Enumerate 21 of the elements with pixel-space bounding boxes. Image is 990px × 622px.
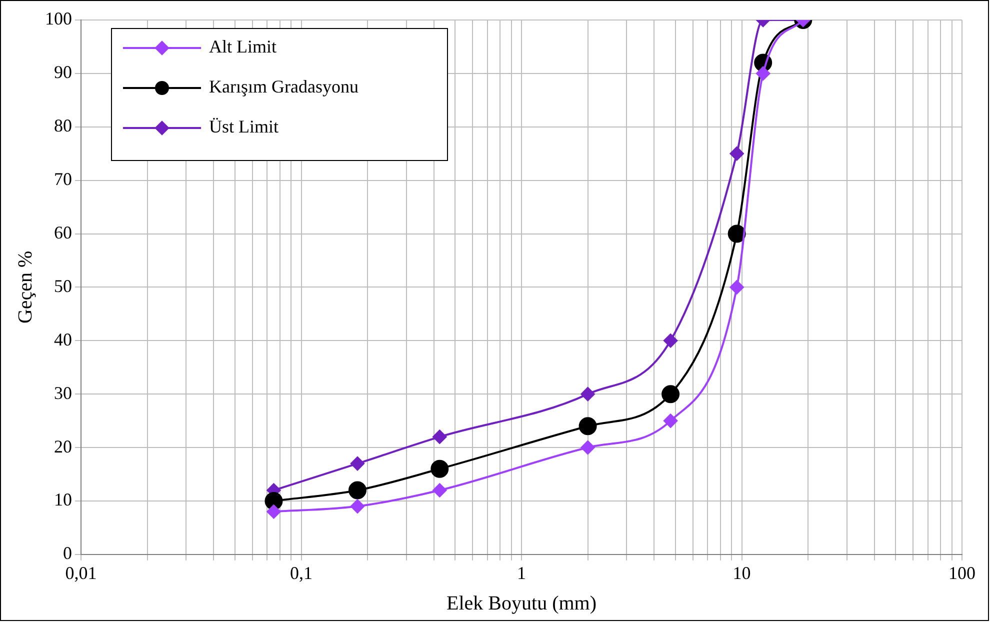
x-tick-label: 10 [732, 562, 751, 583]
legend-label: Üst Limit [209, 116, 279, 137]
y-tick-label: 50 [54, 276, 72, 296]
x-axis-title: Elek Boyutu (mm) [446, 592, 596, 614]
legend-label: Alt Limit [209, 36, 276, 57]
y-tick-label: 0 [63, 543, 72, 564]
y-axis-title: Geçen % [14, 250, 36, 324]
y-tick-label: 90 [54, 62, 72, 82]
y-tick-label: 30 [54, 382, 72, 403]
x-tick-label: 1 [517, 562, 526, 583]
x-tick-label: 100 [948, 562, 976, 583]
legend-label: Karışım Gradasyonu [209, 76, 358, 97]
x-tick-label: 0,01 [65, 562, 97, 583]
y-tick-label: 20 [54, 436, 72, 456]
y-tick-label: 40 [54, 329, 72, 350]
y-tick-label: 60 [54, 222, 72, 242]
x-tick-label: 0,1 [290, 562, 312, 583]
y-tick-label: 70 [54, 169, 72, 190]
y-tick-label: 80 [54, 116, 72, 136]
y-tick-label: 10 [54, 490, 72, 510]
y-tick-label: 100 [45, 8, 72, 29]
